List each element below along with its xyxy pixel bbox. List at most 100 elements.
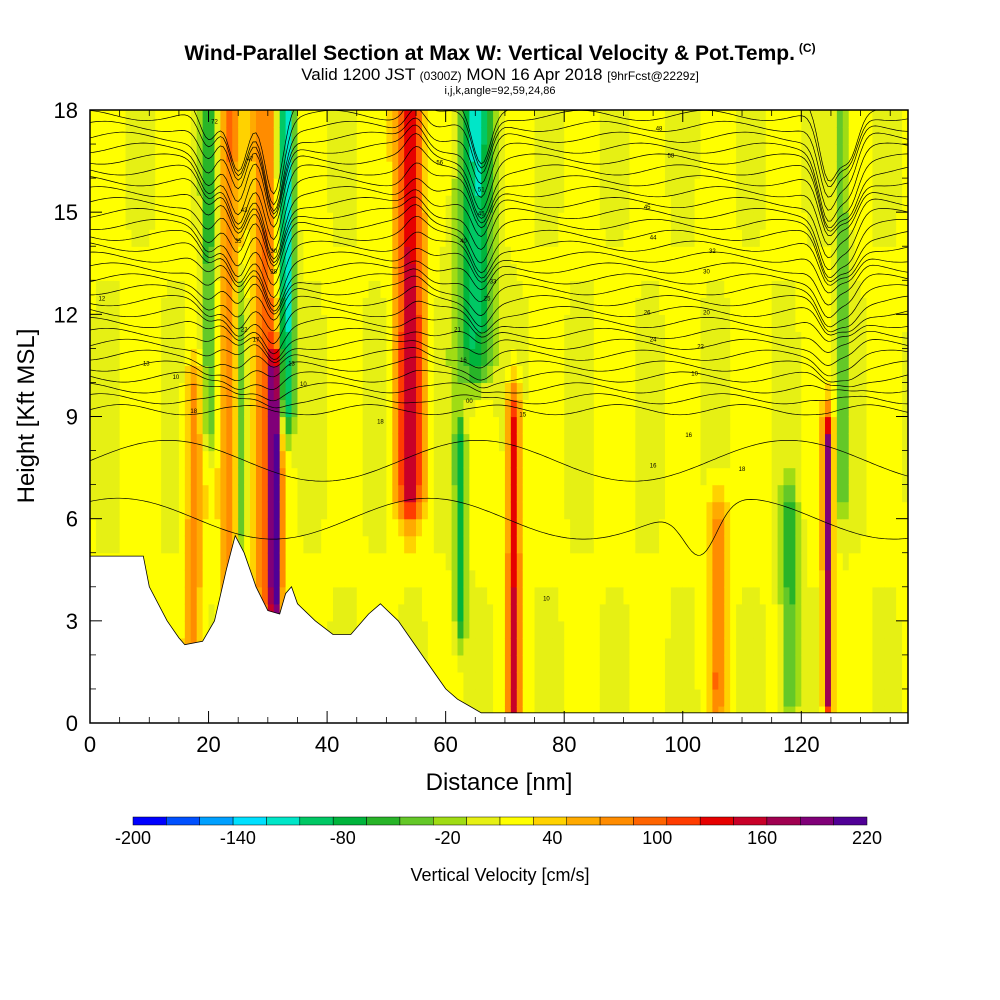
field-cell: [902, 348, 908, 367]
field-cell: [321, 501, 328, 520]
field-cell: [368, 331, 376, 349]
field-cell: [149, 229, 156, 247]
field-cell: [694, 603, 702, 622]
field-cell: [842, 178, 850, 196]
field-cell: [522, 365, 530, 384]
field-cell: [439, 365, 447, 384]
field-cell: [178, 314, 186, 332]
field-cell: [327, 382, 334, 401]
field-cell: [250, 229, 257, 247]
field-cell: [712, 450, 719, 469]
field-cell: [196, 212, 204, 230]
field-cell: [107, 314, 115, 332]
field-cell: [694, 348, 702, 367]
field-cell: [795, 399, 802, 418]
field-cell: [350, 297, 358, 315]
field-cell: [783, 246, 791, 264]
field-cell: [712, 127, 719, 145]
field-cell: [451, 603, 459, 622]
field-cell: [599, 127, 607, 145]
field-cell: [599, 331, 607, 349]
field-cell: [641, 569, 648, 588]
field-cell: [113, 399, 121, 418]
field-cell: [267, 433, 275, 452]
field-cell: [167, 467, 174, 486]
field-cell: [558, 484, 565, 503]
field-cell: [676, 637, 684, 656]
field-cell: [416, 637, 423, 656]
field-cell: [522, 416, 530, 435]
field-cell: [350, 144, 358, 162]
field-cell: [807, 671, 814, 690]
field-cell: [676, 654, 684, 673]
field-cell: [836, 603, 844, 622]
field-cell: [190, 161, 198, 179]
field-cell: [196, 229, 204, 247]
field-cell: [528, 399, 536, 418]
field-cell: [516, 348, 524, 367]
field-cell: [759, 552, 767, 571]
field-cell: [161, 552, 168, 571]
field-cell: [777, 229, 785, 247]
field-cell: [587, 365, 595, 384]
field-cell: [202, 178, 210, 196]
field-cell: [457, 620, 465, 639]
field-cell: [765, 178, 773, 196]
field-cell: [653, 433, 660, 452]
field-cell: [368, 518, 376, 537]
field-cell: [250, 314, 257, 332]
field-cell: [178, 484, 186, 503]
field-cell: [504, 620, 512, 639]
field-cell: [552, 620, 559, 639]
field-cell: [617, 365, 625, 384]
field-cell: [155, 331, 162, 349]
field-cell: [327, 280, 334, 298]
field-cell: [872, 161, 879, 179]
field-cell: [172, 110, 180, 128]
field-cell: [860, 110, 868, 128]
field-cell: [386, 399, 393, 418]
field-cell: [190, 195, 198, 213]
field-cell: [617, 654, 625, 673]
field-cell: [641, 161, 648, 179]
field-cell: [457, 467, 465, 486]
field-cell: [682, 399, 690, 418]
field-cell: [807, 450, 814, 469]
field-cell: [872, 229, 879, 247]
field-cell: [273, 535, 281, 554]
field-cell: [167, 144, 174, 162]
field-cell: [534, 450, 542, 469]
field-cell: [510, 263, 518, 281]
field-cell: [155, 212, 162, 230]
field-cell: [789, 467, 796, 486]
field-cell: [688, 161, 696, 179]
field-cell: [587, 280, 595, 298]
field-cell: [801, 603, 808, 622]
field-cell: [487, 586, 494, 605]
field-cell: [759, 688, 767, 707]
field-cell: [421, 552, 429, 571]
field-cell: [771, 212, 779, 230]
field-cell: [706, 535, 713, 554]
field-cell: [902, 416, 908, 435]
field-cell: [860, 654, 868, 673]
field-cell: [747, 569, 755, 588]
field-cell: [220, 297, 227, 315]
field-cell: [297, 280, 304, 298]
field-cell: [208, 297, 216, 315]
field-cell: [469, 314, 476, 332]
field-cell: [647, 535, 654, 554]
field-cell: [172, 552, 180, 571]
field-cell: [374, 229, 382, 247]
field-cell: [137, 263, 144, 281]
field-cell: [759, 654, 767, 673]
field-cell: [552, 586, 559, 605]
field-cell: [499, 501, 506, 520]
field-cell: [884, 365, 891, 384]
field-cell: [410, 569, 417, 588]
field-cell: [279, 535, 287, 554]
field-cell: [493, 110, 500, 128]
field-cell: [493, 280, 500, 298]
field-cell: [101, 263, 109, 281]
field-cell: [528, 178, 536, 196]
